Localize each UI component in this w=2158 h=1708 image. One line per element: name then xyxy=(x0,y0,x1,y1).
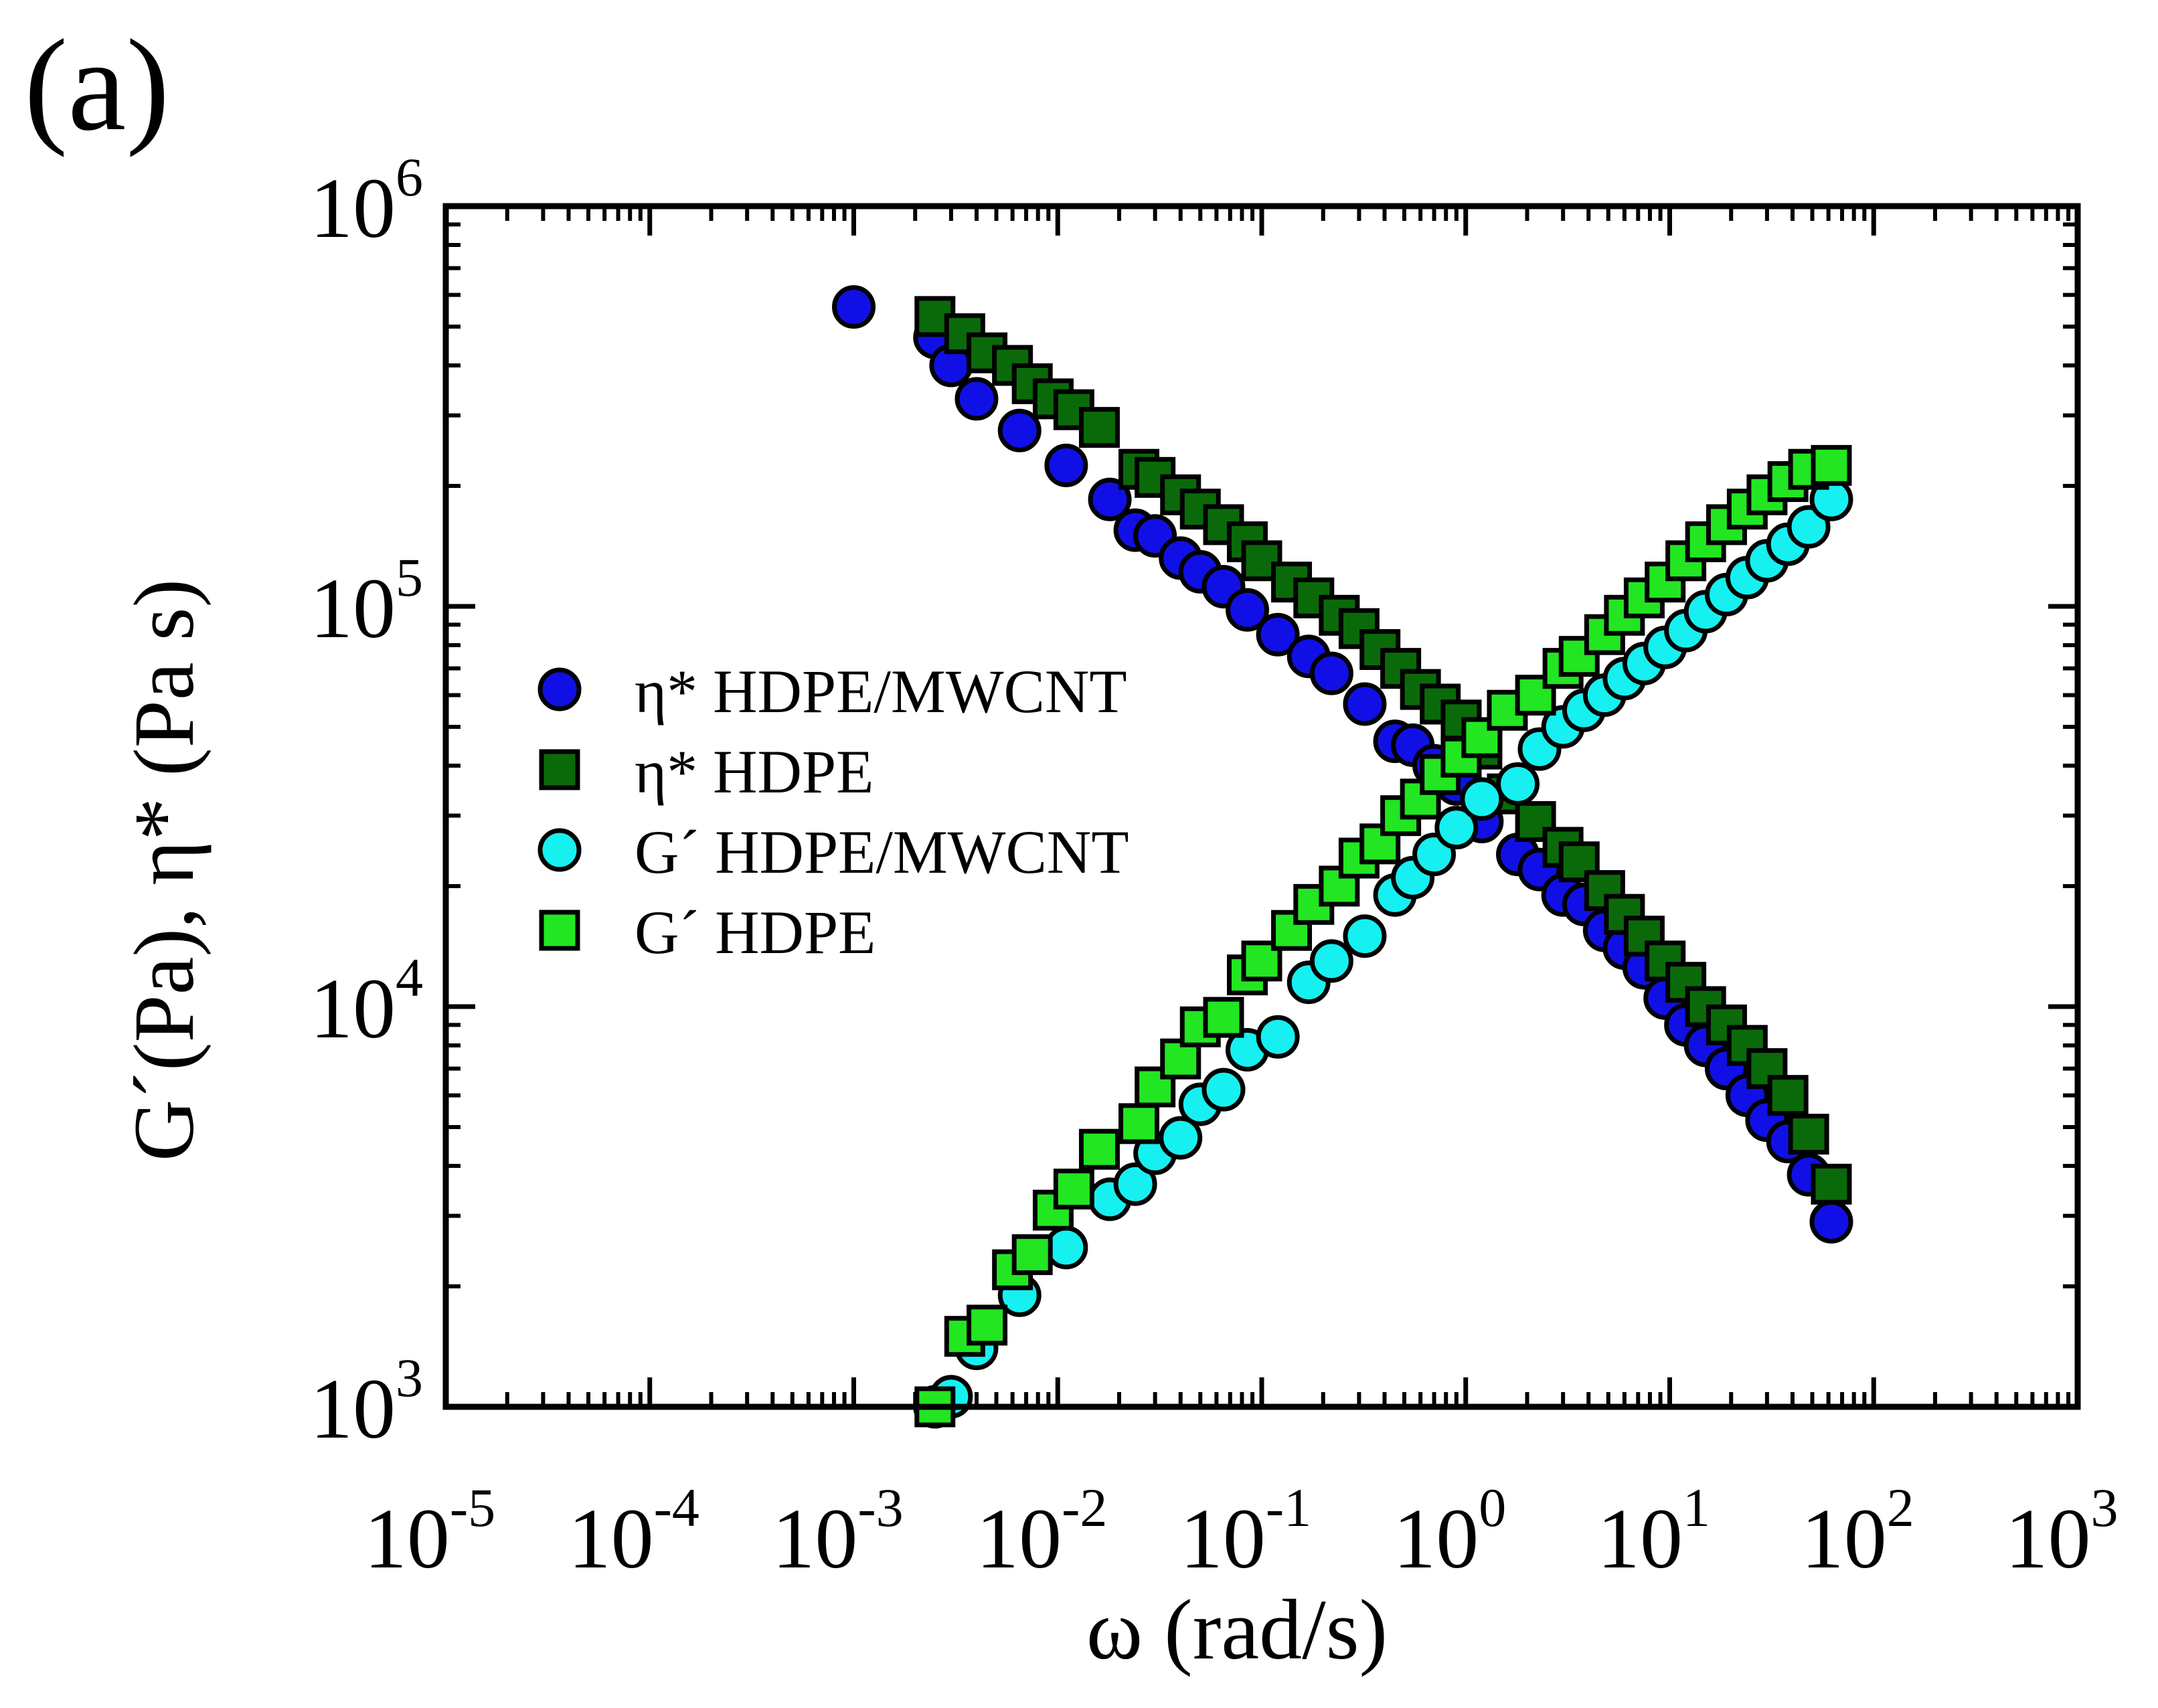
y-tick-label: 105 xyxy=(310,547,423,656)
data-point-circle xyxy=(1088,477,1132,521)
data-point-square xyxy=(1461,717,1503,758)
data-point-circle xyxy=(1159,1116,1203,1160)
data-point-circle xyxy=(1343,914,1387,958)
data-point-square xyxy=(1241,540,1282,582)
data-point-square xyxy=(1645,562,1686,603)
data-markers xyxy=(832,285,1853,1429)
data-point-circle xyxy=(954,377,999,421)
data-point-circle xyxy=(1434,806,1479,850)
data-point-square xyxy=(1558,841,1600,883)
y-tick-label: 106 xyxy=(310,147,423,256)
x-tick-label: 10-1 xyxy=(1180,1477,1311,1586)
data-point-circle xyxy=(1460,777,1504,821)
data-point-circle xyxy=(1225,588,1269,632)
data-point-square xyxy=(1558,636,1600,677)
series-1 xyxy=(914,296,1852,1205)
data-point-square xyxy=(1011,1234,1053,1276)
legend-label: G´ HDPE xyxy=(635,898,876,966)
data-point-circle xyxy=(1309,939,1353,983)
tick-labels: 10-5 10-4 10-3 10-2 10-1 100 101 102 103 103 104 10… xyxy=(310,147,2119,1586)
data-point-square xyxy=(1053,1169,1094,1210)
data-point-square xyxy=(1078,407,1120,448)
data-point-circle xyxy=(1201,1068,1246,1112)
x-tick-label: 100 xyxy=(1393,1477,1506,1586)
series-0 xyxy=(832,285,1853,1244)
data-point-circle xyxy=(1256,612,1300,657)
data-point-circle xyxy=(1309,651,1353,695)
data-point-square xyxy=(1203,997,1244,1038)
x-tick-label: 103 xyxy=(2005,1477,2119,1586)
data-point-square xyxy=(967,1304,1008,1346)
data-point-circle xyxy=(1343,682,1387,726)
series-2 xyxy=(913,477,1853,1429)
legend-label: η* HDPE xyxy=(635,738,874,806)
data-point-circle xyxy=(1113,1162,1157,1206)
data-point-square xyxy=(1811,444,1852,486)
x-tick-label: 102 xyxy=(1801,1477,1914,1586)
x-tick-label: 101 xyxy=(1597,1477,1710,1586)
data-point-circle xyxy=(832,285,876,329)
data-point-square xyxy=(1767,1075,1809,1116)
y-tick-label: 103 xyxy=(310,1347,423,1456)
data-point-square xyxy=(1271,910,1313,951)
data-point-circle xyxy=(997,408,1042,452)
y-tick-label: 104 xyxy=(310,947,423,1056)
plot-frame xyxy=(442,203,2081,1410)
legend-marker xyxy=(539,910,580,951)
data-point-circle xyxy=(1256,1015,1300,1059)
x-tick-label: 10-3 xyxy=(772,1477,903,1586)
panel-label: (a) xyxy=(24,13,170,158)
data-point-square xyxy=(1032,1189,1074,1231)
legend-marker xyxy=(539,749,580,790)
data-point-square xyxy=(1118,1103,1160,1144)
series-3 xyxy=(914,444,1852,1428)
legend: η* HDPE/MWCNT η* HDPE G´ HDPE/MWCNT G´ HDPE xyxy=(537,657,1129,966)
data-point-square xyxy=(1788,1114,1829,1155)
x-tick-label: 10-2 xyxy=(976,1477,1107,1586)
legend-label: η* HDPE/MWCNT xyxy=(635,657,1127,725)
data-point-circle xyxy=(1787,505,1831,549)
data-point-circle xyxy=(1044,443,1088,487)
legend-marker xyxy=(537,828,582,872)
data-point-circle xyxy=(1496,762,1540,806)
legend-marker xyxy=(537,667,582,711)
data-point-square xyxy=(1078,1128,1120,1170)
data-point-square xyxy=(1746,1048,1788,1090)
x-axis-label: ω (rad/s) xyxy=(1086,1582,1388,1677)
x-tick-label: 10-5 xyxy=(364,1477,495,1586)
data-point-square xyxy=(1811,1163,1852,1205)
x-tick-label: 10-4 xyxy=(568,1477,699,1586)
y-axis-label: G´(Pa), η* (Pa s) xyxy=(116,579,212,1161)
data-point-circle xyxy=(1809,1199,1853,1244)
legend-label: G´ HDPE/MWCNT xyxy=(635,818,1129,886)
